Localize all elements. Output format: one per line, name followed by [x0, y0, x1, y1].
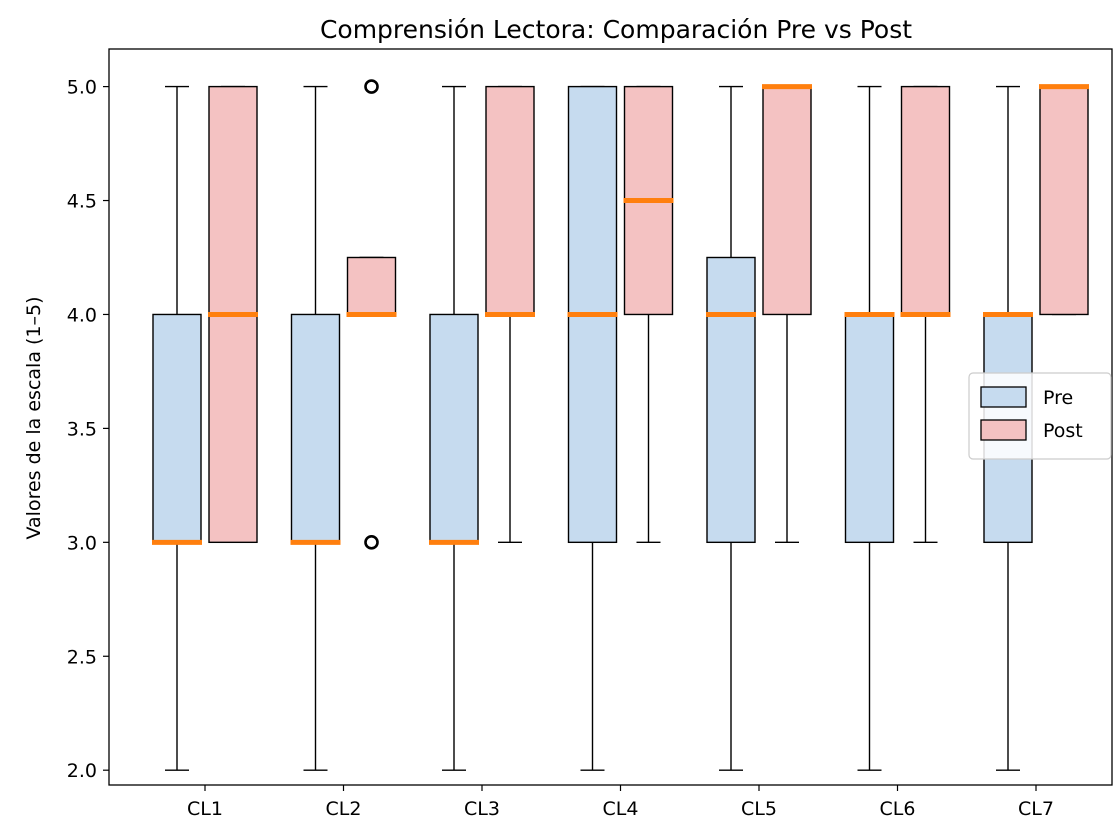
post-box-cl7 — [1039, 84, 1089, 316]
legend-swatch-pre — [980, 386, 1027, 408]
iqr-box — [485, 85, 535, 316]
pre-box-cl1 — [152, 85, 202, 771]
plot-frame — [108, 48, 1113, 786]
outlier-point — [364, 535, 379, 550]
legend-label-pre: Pre — [1043, 387, 1073, 409]
y-tick-label: 3.0 — [67, 532, 97, 554]
iqr-box — [900, 85, 951, 316]
x-tick-label: CL6 — [880, 798, 916, 820]
x-tick-label: CL2 — [326, 798, 362, 820]
iqr-box — [346, 256, 397, 316]
y-tick-label: 5.0 — [67, 77, 97, 99]
pre-box-cl5 — [706, 85, 756, 771]
iqr-box — [706, 256, 756, 544]
post-box-cl5 — [762, 84, 812, 544]
iqr-box — [844, 313, 895, 544]
y-tick-label: 4.5 — [67, 191, 97, 213]
x-tick-label: CL4 — [603, 798, 639, 820]
pre-box-cl3 — [429, 85, 479, 771]
iqr-box — [290, 313, 341, 544]
y-tick-label: 2.5 — [67, 646, 97, 668]
legend-swatch-post — [980, 419, 1027, 441]
chart-title: Comprensión Lectora: Comparación Pre vs … — [320, 15, 912, 44]
iqr-box — [762, 85, 812, 316]
pre-box-cl4 — [567, 85, 618, 771]
x-tick-label: CL7 — [1018, 798, 1054, 820]
legend-label-post: Post — [1043, 420, 1083, 442]
outlier-point — [364, 79, 379, 94]
y-axis-label: Valores de la escala (1–5) — [23, 297, 45, 540]
post-box-cl2 — [346, 79, 397, 550]
x-tick-label: CL3 — [464, 798, 500, 820]
iqr-box — [152, 313, 202, 544]
post-box-cl6 — [900, 85, 951, 544]
y-tick-label: 3.5 — [67, 418, 97, 440]
post-box-cl1 — [208, 85, 258, 544]
iqr-box — [1039, 85, 1089, 316]
iqr-box — [429, 313, 479, 544]
y-tick-label: 4.0 — [67, 304, 97, 326]
pre-box-cl2 — [290, 85, 341, 771]
pre-box-cl6 — [844, 85, 895, 771]
x-tick-label: CL5 — [741, 798, 777, 820]
legend: Pre Post — [968, 372, 1112, 460]
post-box-cl4 — [623, 85, 674, 544]
x-tick-label: CL1 — [187, 798, 223, 820]
y-tick-label: 2.0 — [67, 760, 97, 782]
plot-area: 2.0 2.5 3.0 3.5 4.0 4.5 5.0 CL1 CL2 CL3 CL4 CL5 CL6 C… — [67, 77, 1089, 820]
legend-box — [968, 372, 1112, 460]
post-box-cl3 — [485, 85, 535, 544]
